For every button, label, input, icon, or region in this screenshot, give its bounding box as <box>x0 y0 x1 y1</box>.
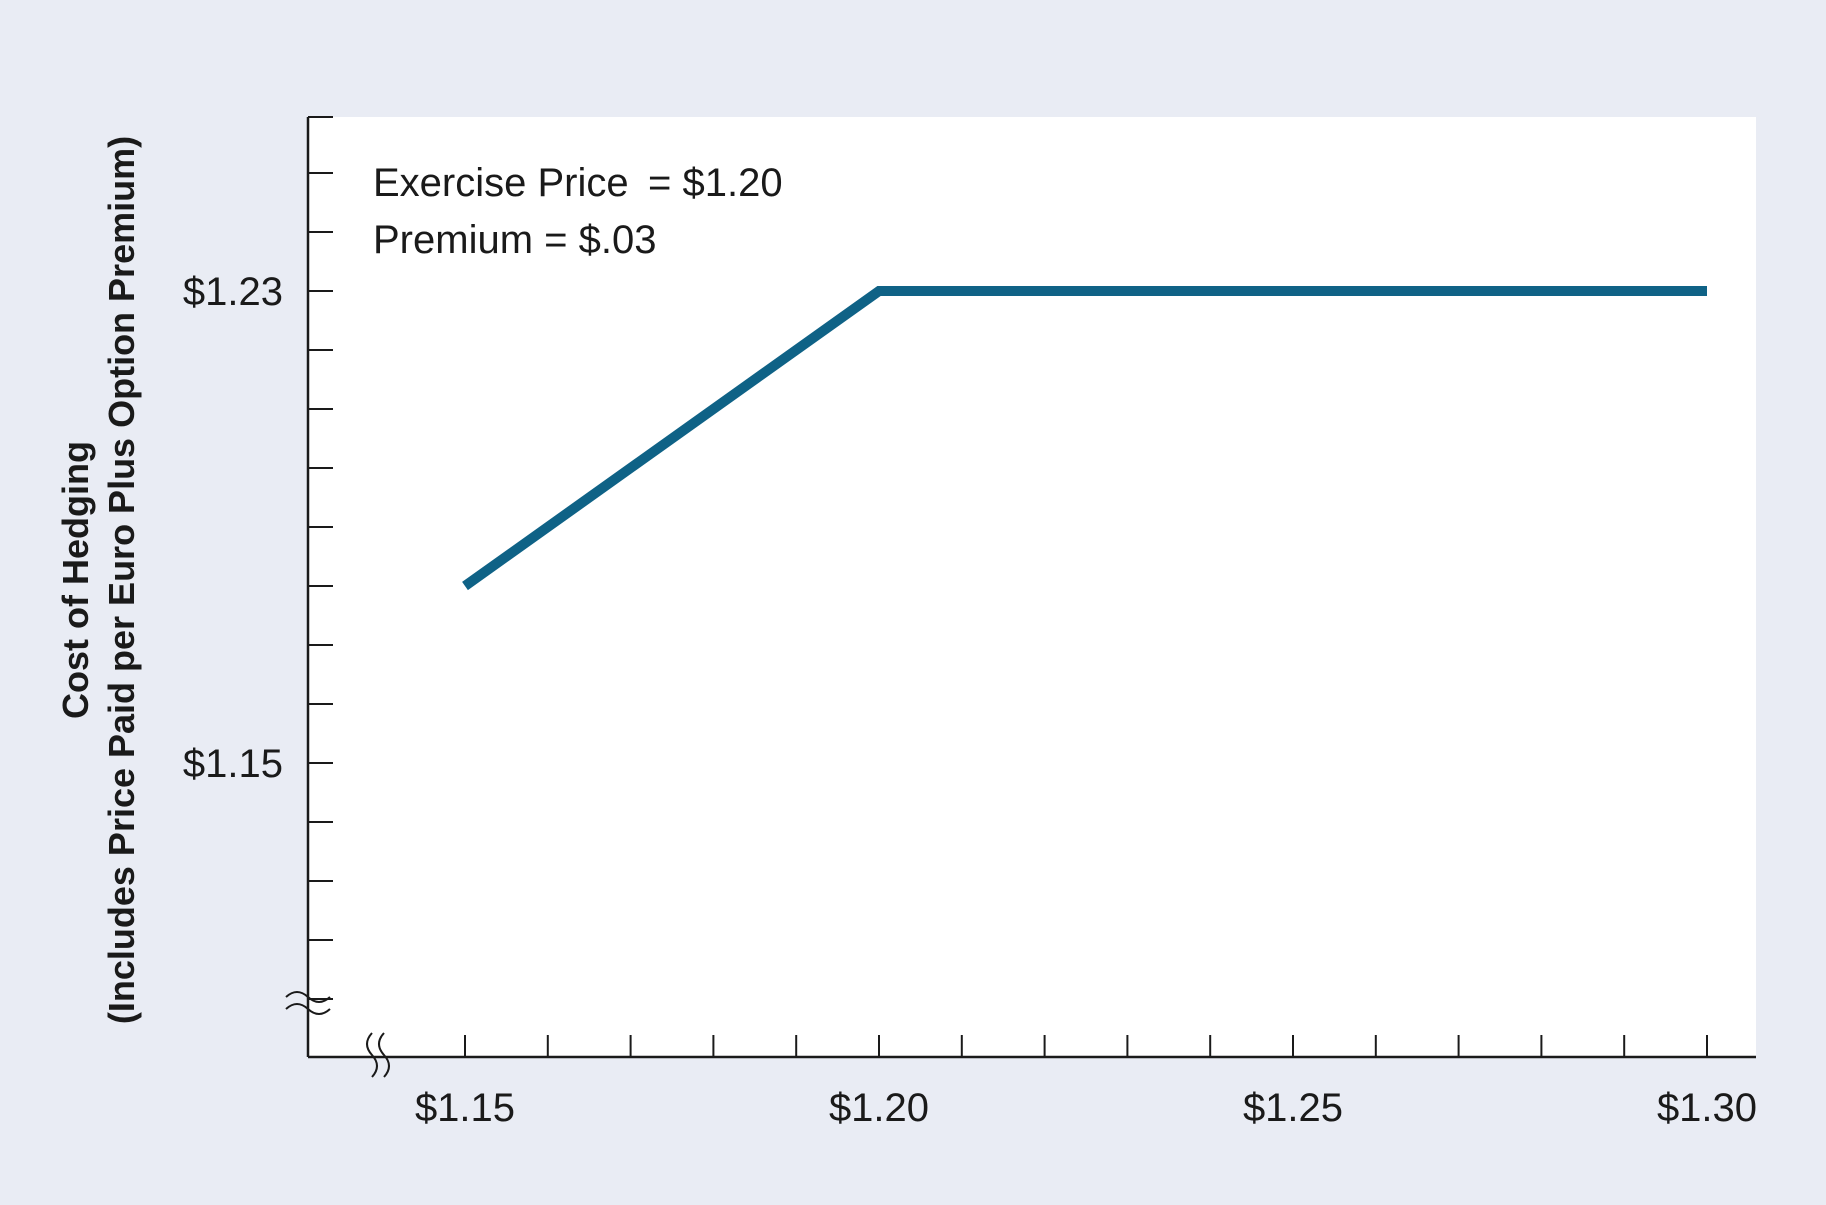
y-axis-break-mark <box>285 991 331 1003</box>
x-tick-label: $1.15 <box>415 1086 515 1130</box>
annotation-exercise-value: = $1.20 <box>648 161 783 205</box>
y-tick-label: $1.15 <box>183 742 283 786</box>
y-tick-label: $1.23 <box>183 270 283 314</box>
x-tick-label: $1.20 <box>829 1086 929 1130</box>
annotation-exercise-label: Exercise Price <box>373 161 629 205</box>
y-axis-label-line2: (Includes Price Paid per Euro Plus Optio… <box>101 136 142 1024</box>
x-axis-break-mark <box>366 1032 378 1078</box>
labels: Exercise Price = $1.20 Premium = $.03 Co… <box>55 136 1757 1130</box>
axes <box>285 116 1756 1078</box>
cost-of-hedging-line <box>462 286 1707 591</box>
plot-area <box>308 117 1756 1057</box>
x-tick-label: $1.25 <box>1243 1086 1343 1130</box>
series-layer <box>462 286 1707 591</box>
x-tick-label: $1.30 <box>1657 1086 1757 1130</box>
y-axis-label-line1: Cost of Hedging <box>55 441 96 719</box>
y-axis-break-mark <box>285 1003 331 1015</box>
annotation-premium: Premium = $.03 <box>373 218 656 262</box>
x-axis-break-mark <box>378 1032 390 1078</box>
